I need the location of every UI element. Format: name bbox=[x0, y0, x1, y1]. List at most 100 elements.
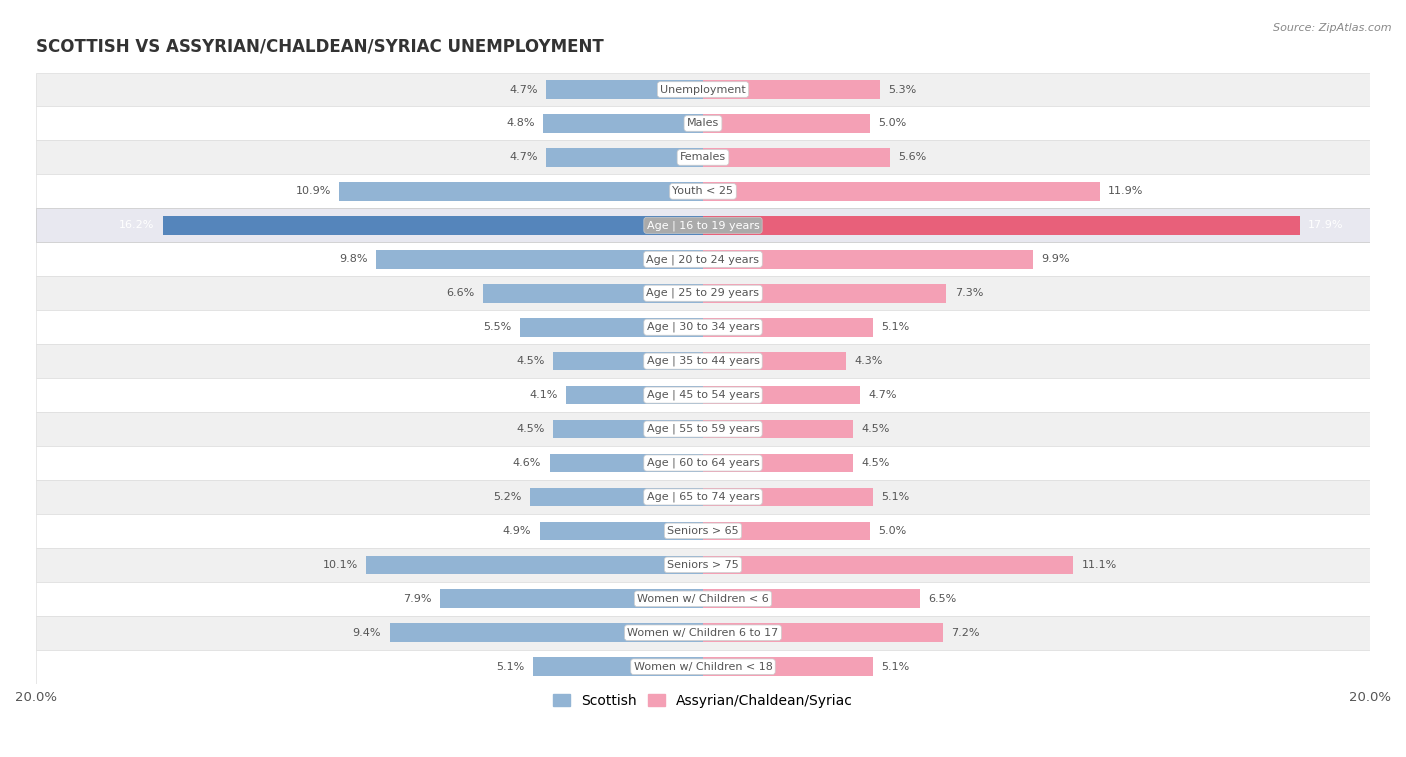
Text: Age | 35 to 44 years: Age | 35 to 44 years bbox=[647, 356, 759, 366]
Bar bbox=[37, 378, 1369, 412]
Bar bbox=[37, 208, 1369, 242]
Bar bbox=[163, 216, 703, 235]
Text: Age | 20 to 24 years: Age | 20 to 24 years bbox=[647, 254, 759, 264]
Bar bbox=[37, 446, 1369, 480]
Bar bbox=[37, 548, 1369, 582]
Bar bbox=[37, 73, 1369, 107]
Text: 6.5%: 6.5% bbox=[928, 593, 956, 604]
Text: 4.3%: 4.3% bbox=[855, 356, 883, 366]
Bar bbox=[703, 80, 880, 99]
Bar bbox=[703, 386, 859, 404]
Bar bbox=[547, 80, 703, 99]
Text: Seniors > 75: Seniors > 75 bbox=[666, 560, 740, 570]
Bar bbox=[550, 453, 703, 472]
Text: 7.2%: 7.2% bbox=[952, 628, 980, 637]
Text: 11.9%: 11.9% bbox=[1108, 186, 1143, 196]
Bar bbox=[37, 582, 1369, 615]
Text: 5.2%: 5.2% bbox=[494, 492, 522, 502]
Text: Youth < 25: Youth < 25 bbox=[672, 186, 734, 196]
Bar bbox=[703, 488, 873, 506]
Text: Age | 25 to 29 years: Age | 25 to 29 years bbox=[647, 288, 759, 298]
Bar bbox=[37, 480, 1369, 514]
Bar bbox=[37, 107, 1369, 141]
Bar bbox=[37, 276, 1369, 310]
Text: 9.9%: 9.9% bbox=[1042, 254, 1070, 264]
Text: Age | 60 to 64 years: Age | 60 to 64 years bbox=[647, 458, 759, 469]
Bar bbox=[703, 522, 870, 540]
Text: Women w/ Children < 18: Women w/ Children < 18 bbox=[634, 662, 772, 671]
Bar bbox=[703, 657, 873, 676]
Text: 5.1%: 5.1% bbox=[496, 662, 524, 671]
Bar bbox=[37, 174, 1369, 208]
Bar bbox=[703, 148, 890, 167]
Bar bbox=[37, 310, 1369, 344]
Bar bbox=[553, 419, 703, 438]
Text: 5.6%: 5.6% bbox=[898, 152, 927, 163]
Text: 11.1%: 11.1% bbox=[1081, 560, 1116, 570]
Text: SCOTTISH VS ASSYRIAN/CHALDEAN/SYRIAC UNEMPLOYMENT: SCOTTISH VS ASSYRIAN/CHALDEAN/SYRIAC UNE… bbox=[37, 38, 603, 56]
Bar bbox=[703, 284, 946, 303]
Text: Females: Females bbox=[681, 152, 725, 163]
Text: 5.0%: 5.0% bbox=[879, 119, 907, 129]
Bar bbox=[543, 114, 703, 132]
Text: 7.3%: 7.3% bbox=[955, 288, 983, 298]
Bar bbox=[533, 657, 703, 676]
Bar bbox=[37, 650, 1369, 684]
Text: 4.6%: 4.6% bbox=[513, 458, 541, 468]
Text: 5.1%: 5.1% bbox=[882, 492, 910, 502]
Bar bbox=[37, 615, 1369, 650]
Bar bbox=[703, 556, 1073, 575]
Text: 5.1%: 5.1% bbox=[882, 322, 910, 332]
Bar bbox=[389, 624, 703, 642]
Text: Age | 30 to 34 years: Age | 30 to 34 years bbox=[647, 322, 759, 332]
Text: 5.3%: 5.3% bbox=[889, 85, 917, 95]
Text: Women w/ Children < 6: Women w/ Children < 6 bbox=[637, 593, 769, 604]
Bar bbox=[703, 182, 1099, 201]
Bar bbox=[530, 488, 703, 506]
Bar bbox=[703, 216, 1301, 235]
Bar bbox=[440, 590, 703, 608]
Bar bbox=[37, 208, 1369, 242]
Text: 7.9%: 7.9% bbox=[402, 593, 432, 604]
Bar bbox=[520, 318, 703, 337]
Text: 4.7%: 4.7% bbox=[509, 85, 538, 95]
Text: 10.1%: 10.1% bbox=[322, 560, 359, 570]
Bar bbox=[377, 250, 703, 269]
Text: Males: Males bbox=[688, 119, 718, 129]
Bar bbox=[540, 522, 703, 540]
Text: Age | 45 to 54 years: Age | 45 to 54 years bbox=[647, 390, 759, 400]
Bar bbox=[703, 352, 846, 370]
Legend: Scottish, Assyrian/Chaldean/Syriac: Scottish, Assyrian/Chaldean/Syriac bbox=[548, 688, 858, 713]
Text: 5.5%: 5.5% bbox=[484, 322, 512, 332]
Text: Source: ZipAtlas.com: Source: ZipAtlas.com bbox=[1274, 23, 1392, 33]
Bar bbox=[703, 590, 920, 608]
Text: 16.2%: 16.2% bbox=[120, 220, 155, 230]
Bar bbox=[703, 624, 943, 642]
Text: 4.7%: 4.7% bbox=[509, 152, 538, 163]
Text: Seniors > 65: Seniors > 65 bbox=[668, 526, 738, 536]
Text: Age | 55 to 59 years: Age | 55 to 59 years bbox=[647, 424, 759, 435]
Bar bbox=[553, 352, 703, 370]
Text: 5.0%: 5.0% bbox=[879, 526, 907, 536]
Bar bbox=[37, 141, 1369, 174]
Text: 9.8%: 9.8% bbox=[339, 254, 368, 264]
Bar bbox=[37, 412, 1369, 446]
Bar bbox=[703, 250, 1033, 269]
Bar bbox=[37, 514, 1369, 548]
Text: Women w/ Children 6 to 17: Women w/ Children 6 to 17 bbox=[627, 628, 779, 637]
Text: 4.5%: 4.5% bbox=[516, 424, 544, 434]
Bar bbox=[703, 419, 853, 438]
Bar bbox=[37, 344, 1369, 378]
Text: Age | 16 to 19 years: Age | 16 to 19 years bbox=[647, 220, 759, 231]
Text: 4.5%: 4.5% bbox=[862, 458, 890, 468]
Text: Unemployment: Unemployment bbox=[661, 85, 745, 95]
Bar bbox=[547, 148, 703, 167]
Text: 4.8%: 4.8% bbox=[506, 119, 534, 129]
Bar bbox=[703, 114, 870, 132]
Bar bbox=[366, 556, 703, 575]
Bar bbox=[703, 453, 853, 472]
Text: Age | 65 to 74 years: Age | 65 to 74 years bbox=[647, 492, 759, 502]
Bar bbox=[567, 386, 703, 404]
Text: 4.9%: 4.9% bbox=[503, 526, 531, 536]
Bar bbox=[482, 284, 703, 303]
